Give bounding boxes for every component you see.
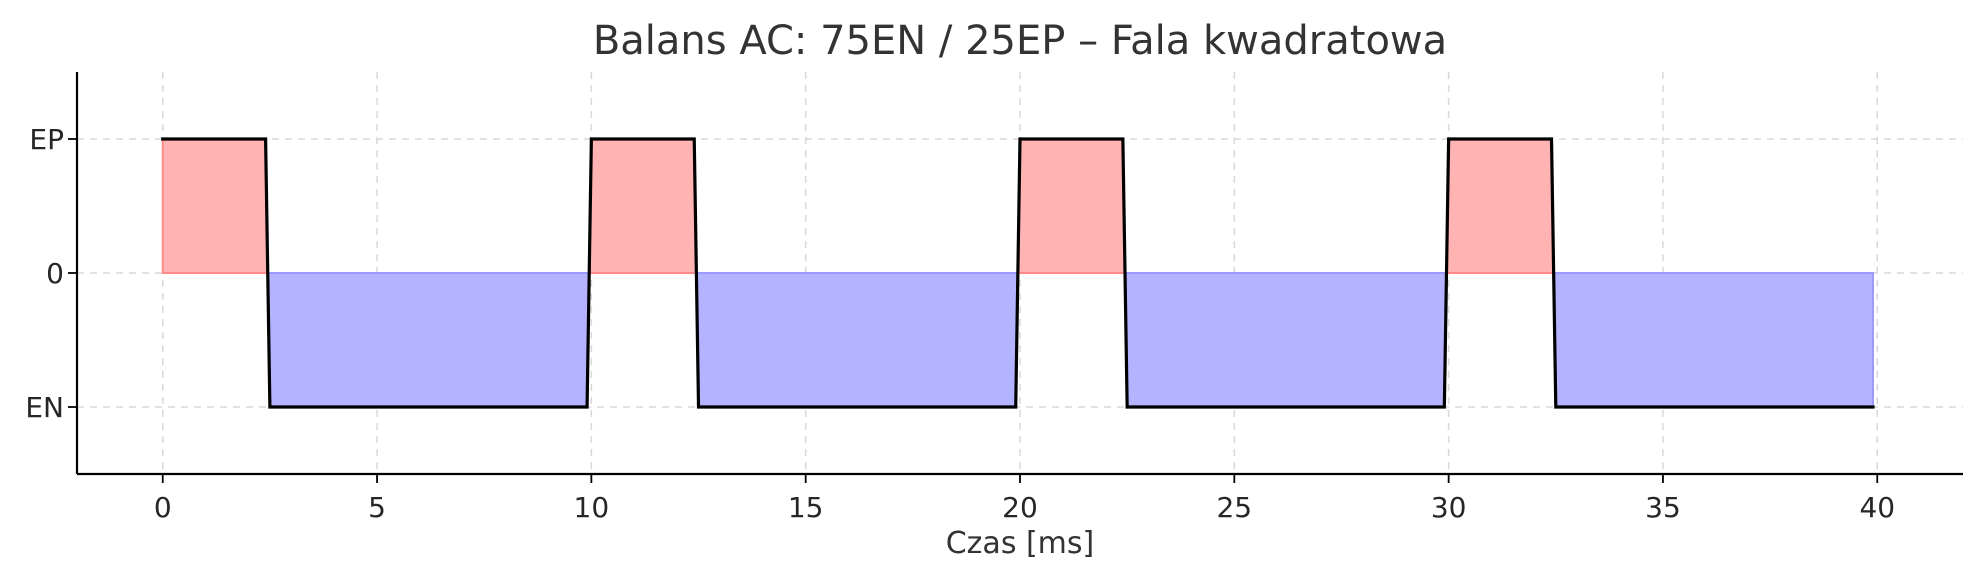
ticks-layer: 0 5 10 15 20 25 30 35 40 EN 0 EP: [25, 123, 1895, 524]
y-tick-label: 0: [46, 257, 64, 290]
y-tick-label: EN: [25, 391, 64, 424]
x-tick-label: 35: [1645, 491, 1681, 524]
line-layer: [161, 137, 1875, 409]
square-wave-line: [161, 137, 1875, 409]
negative-fill-region: [266, 272, 591, 408]
x-tick-label: 20: [1002, 491, 1038, 524]
chart-title: Balans AC: 75EN / 25EP – Fala kwadratowa: [593, 18, 1447, 64]
positive-fill-region: [161, 138, 269, 274]
x-tick-label: 25: [1216, 491, 1252, 524]
positive-fill-region: [1016, 138, 1127, 274]
x-tick-label: 0: [154, 491, 172, 524]
negative-fill-region: [1123, 272, 1448, 408]
x-tick-label: 30: [1431, 491, 1467, 524]
x-tick-label: 10: [574, 491, 610, 524]
positive-fill-region: [1445, 138, 1555, 274]
x-tick-label: 5: [368, 491, 386, 524]
y-tick-label: EP: [29, 123, 64, 156]
positive-fill-region: [588, 138, 698, 274]
negative-fill-region: [1552, 272, 1874, 408]
negative-fill-region: [695, 272, 1019, 408]
x-tick-label: 15: [788, 491, 824, 524]
fill-layer: [161, 138, 1874, 408]
x-axis-label: Czas [ms]: [946, 526, 1095, 561]
x-tick-label: 40: [1859, 491, 1895, 524]
